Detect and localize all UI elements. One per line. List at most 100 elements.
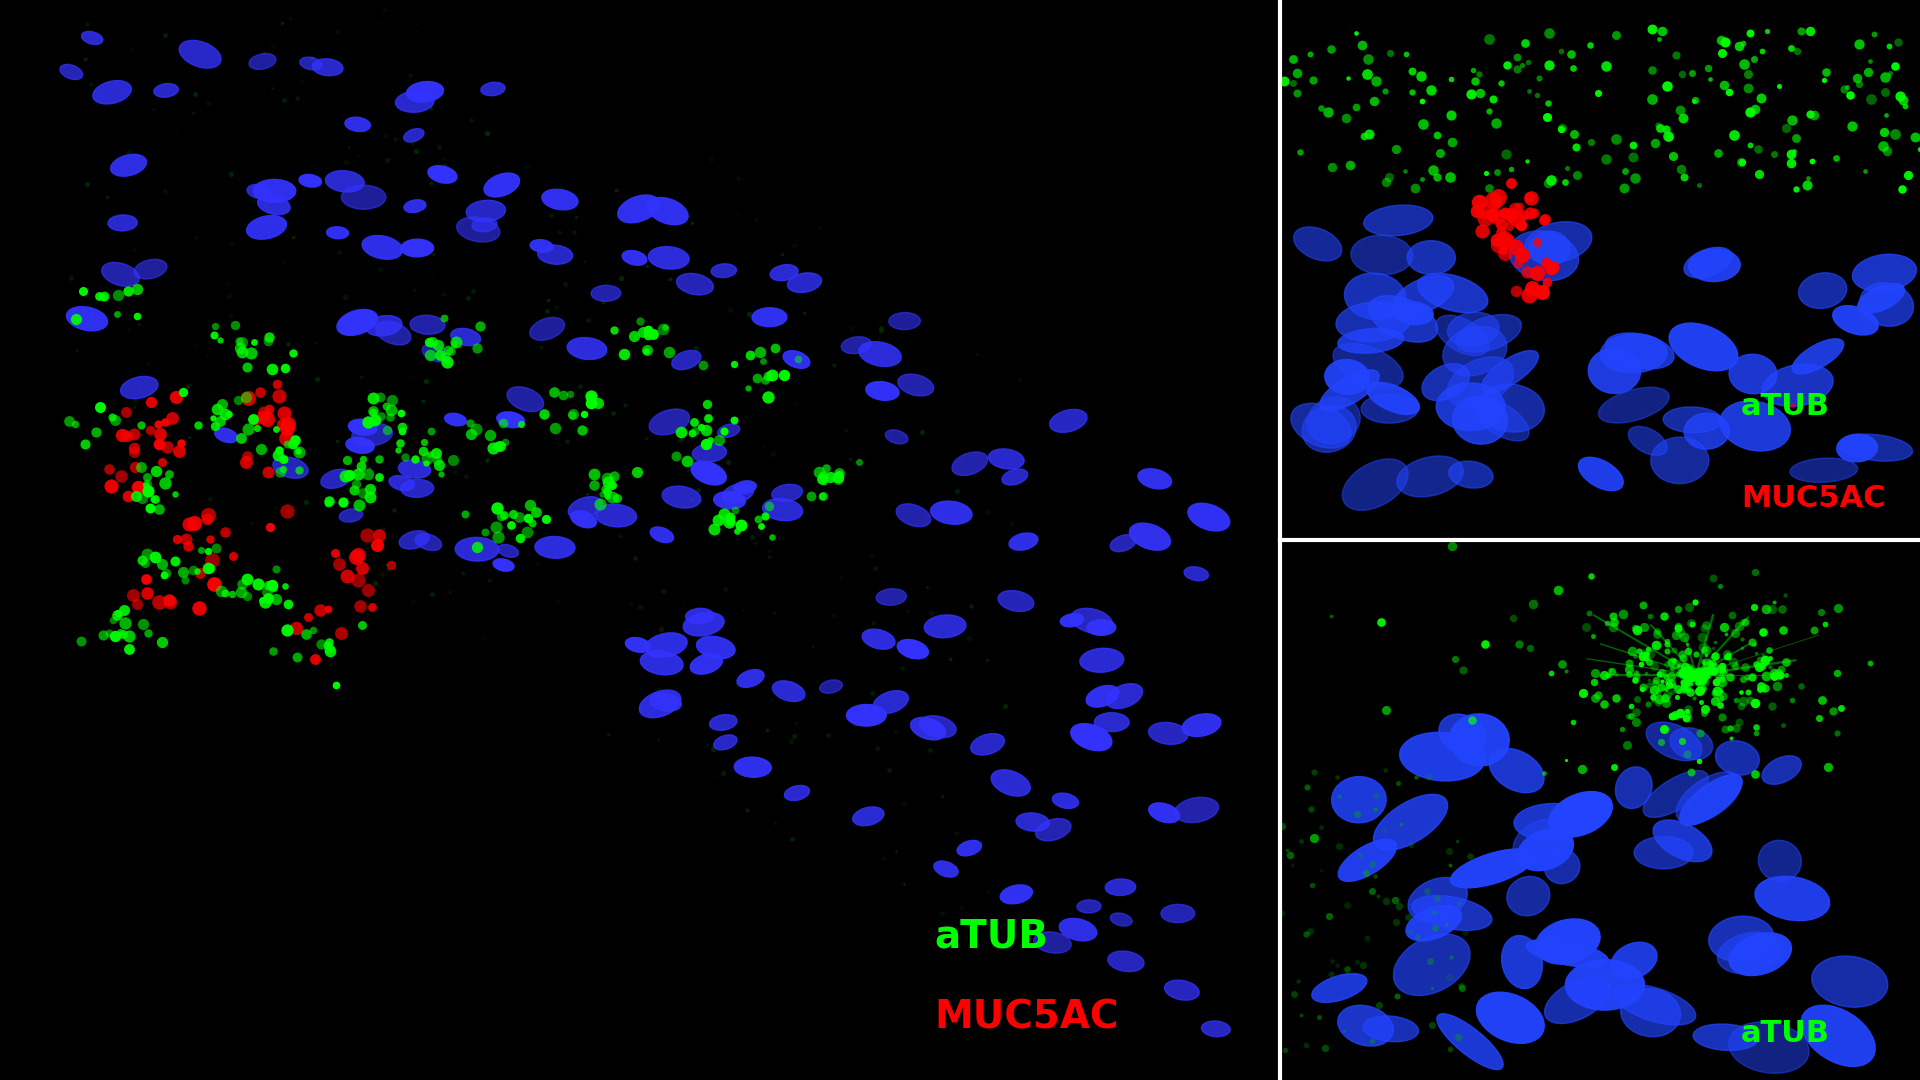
Point bbox=[1818, 702, 1849, 719]
Point bbox=[1707, 657, 1738, 674]
Point bbox=[756, 528, 787, 545]
Ellipse shape bbox=[455, 538, 499, 562]
Point bbox=[1688, 667, 1718, 685]
Point bbox=[1678, 669, 1709, 686]
Point bbox=[1776, 692, 1807, 710]
Point bbox=[914, 741, 945, 758]
Point bbox=[824, 468, 854, 485]
Point bbox=[108, 427, 138, 444]
Point bbox=[1634, 672, 1665, 689]
Point bbox=[1668, 663, 1699, 680]
Point bbox=[1757, 698, 1788, 715]
Point bbox=[1636, 21, 1667, 38]
Point bbox=[1726, 683, 1757, 700]
Point bbox=[1684, 661, 1715, 678]
Point bbox=[712, 454, 743, 471]
Point bbox=[319, 544, 349, 562]
Point bbox=[248, 408, 278, 426]
Point bbox=[321, 676, 351, 693]
Point bbox=[180, 335, 211, 352]
Point bbox=[1680, 666, 1711, 684]
Point bbox=[1747, 521, 1778, 538]
Point bbox=[1444, 1028, 1475, 1045]
Point bbox=[1684, 666, 1715, 684]
Ellipse shape bbox=[1400, 732, 1484, 781]
Point bbox=[244, 383, 275, 401]
Point bbox=[609, 346, 639, 363]
Point bbox=[1690, 666, 1720, 684]
Point bbox=[1434, 842, 1465, 860]
Point bbox=[367, 565, 397, 582]
Point bbox=[591, 483, 622, 500]
Point bbox=[804, 463, 835, 481]
Ellipse shape bbox=[685, 608, 714, 624]
Ellipse shape bbox=[340, 509, 363, 522]
Point bbox=[1329, 1023, 1359, 1040]
Ellipse shape bbox=[1079, 648, 1123, 672]
Point bbox=[334, 467, 365, 484]
Point bbox=[1482, 237, 1513, 254]
Point bbox=[593, 473, 624, 490]
Ellipse shape bbox=[1812, 956, 1887, 1008]
Point bbox=[382, 442, 413, 459]
Ellipse shape bbox=[108, 215, 138, 231]
Ellipse shape bbox=[1438, 714, 1486, 755]
Point bbox=[1647, 608, 1678, 625]
Point bbox=[380, 131, 411, 148]
Point bbox=[1496, 174, 1526, 191]
Point bbox=[860, 559, 891, 577]
Point bbox=[1713, 648, 1743, 665]
Point bbox=[121, 281, 152, 298]
Point bbox=[482, 518, 513, 536]
Point bbox=[351, 581, 382, 598]
Point bbox=[1736, 25, 1766, 42]
Point bbox=[804, 219, 835, 237]
Point bbox=[1523, 233, 1553, 251]
Point bbox=[163, 442, 194, 459]
Point bbox=[1267, 818, 1298, 835]
Point bbox=[1281, 64, 1311, 81]
Point bbox=[88, 287, 119, 305]
Ellipse shape bbox=[820, 680, 843, 693]
Ellipse shape bbox=[1507, 876, 1549, 916]
Point bbox=[543, 222, 574, 240]
Point bbox=[685, 418, 716, 435]
Point bbox=[1841, 69, 1872, 86]
Point bbox=[637, 325, 668, 342]
Point bbox=[156, 593, 186, 610]
Ellipse shape bbox=[1110, 913, 1133, 926]
Ellipse shape bbox=[1077, 900, 1100, 913]
Point bbox=[1653, 673, 1684, 690]
Point bbox=[1492, 56, 1523, 73]
Point bbox=[200, 318, 230, 335]
Point bbox=[1465, 85, 1496, 103]
Ellipse shape bbox=[1060, 918, 1096, 941]
Point bbox=[1661, 654, 1692, 672]
Point bbox=[194, 507, 225, 524]
Point bbox=[1488, 242, 1519, 259]
Ellipse shape bbox=[121, 376, 157, 399]
Point bbox=[760, 814, 791, 832]
Point bbox=[194, 530, 225, 548]
Point bbox=[1651, 121, 1682, 138]
Point bbox=[1672, 700, 1703, 717]
Point bbox=[1423, 168, 1453, 186]
Point bbox=[708, 422, 739, 440]
Ellipse shape bbox=[566, 338, 607, 360]
Point bbox=[109, 602, 140, 619]
Point bbox=[555, 386, 586, 403]
Point bbox=[1699, 633, 1730, 650]
Point bbox=[1682, 673, 1713, 690]
Point bbox=[1678, 666, 1709, 684]
Point bbox=[261, 591, 292, 608]
Point bbox=[451, 468, 482, 485]
Point bbox=[776, 732, 806, 750]
Point bbox=[1705, 683, 1736, 700]
Point bbox=[1521, 86, 1551, 104]
Ellipse shape bbox=[1202, 1021, 1231, 1037]
Point bbox=[749, 437, 780, 455]
Point bbox=[401, 143, 432, 160]
Ellipse shape bbox=[1016, 813, 1048, 832]
Point bbox=[1672, 702, 1703, 719]
Point bbox=[1634, 608, 1665, 625]
